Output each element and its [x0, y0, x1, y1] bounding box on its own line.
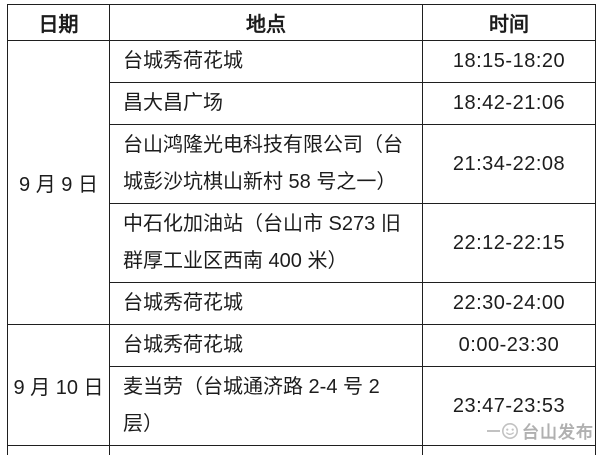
smiley-logo-icon [502, 422, 518, 439]
table-row: 台山鸿隆光电科技有限公司（台城彭沙坑棋山新村 58 号之一） 21:34-22:… [8, 124, 596, 204]
time-cell: 18:15-18:20 [422, 40, 596, 83]
table-row: 麦当劳（台城通济路 2-4 号 2 层） 23:47-23:53 [8, 366, 596, 446]
column-header-date: 日期 [7, 4, 110, 41]
time-cell: 21:34-22:08 [422, 124, 596, 204]
itinerary-table: 日期 地点 时间 9 月 9 日 台城秀荷花城 18:15-18:20 昌大昌广… [7, 4, 596, 455]
location-cell: 台城秀荷花城 [109, 445, 423, 455]
location-cell: 台山鸿隆光电科技有限公司（台城彭沙坑棋山新村 58 号之一） [109, 124, 423, 204]
table-row: 9 月 11 日 台城秀荷花城 0:00-13:00 [7, 445, 596, 455]
date-cell-sep10: 9 月 10 日 [7, 324, 110, 446]
date-cell-sep9: 9 月 9 日 [7, 40, 110, 325]
table-header-row: 日期 地点 时间 [7, 4, 596, 41]
table-row: 9 月 10 日 台城秀荷花城 0:00-23:30 [7, 324, 596, 446]
watermark-text: 台山发布 [522, 423, 594, 442]
column-header-time: 时间 [422, 4, 596, 41]
table-row: 昌大昌广场 18:42-21:06 [8, 82, 596, 125]
table-row: 9 月 9 日 台城秀荷花城 18:15-18:20 [7, 40, 596, 325]
location-cell: 台城秀荷花城 [109, 282, 423, 325]
time-cell: 18:42-21:06 [422, 82, 596, 125]
time-cell: 0:00-13:00 [422, 445, 596, 455]
time-cell: 22:30-24:00 [422, 282, 596, 325]
time-cell: 22:12-22:15 [422, 203, 596, 283]
column-header-location: 地点 [109, 4, 423, 41]
location-cell: 台城秀荷花城 [109, 324, 423, 367]
time-cell: 0:00-23:30 [422, 324, 596, 367]
watermark-line [487, 429, 500, 432]
time-cell: 23:47-23:53 [422, 366, 596, 446]
location-cell: 中石化加油站（台山市 S273 旧群厚工业区西南 400 米） [109, 203, 423, 283]
location-cell: 麦当劳（台城通济路 2-4 号 2 层） [109, 366, 423, 446]
location-cell: 台城秀荷花城 [109, 40, 423, 83]
date-cell-sep11: 9 月 11 日 [7, 445, 110, 455]
table-row: 中石化加油站（台山市 S273 旧群厚工业区西南 400 米） 22:12-22… [8, 203, 596, 283]
location-cell: 昌大昌广场 [109, 82, 423, 125]
table-row: 台城秀荷花城 22:30-24:00 [8, 282, 596, 325]
watermark: 台山发布 [487, 418, 594, 443]
